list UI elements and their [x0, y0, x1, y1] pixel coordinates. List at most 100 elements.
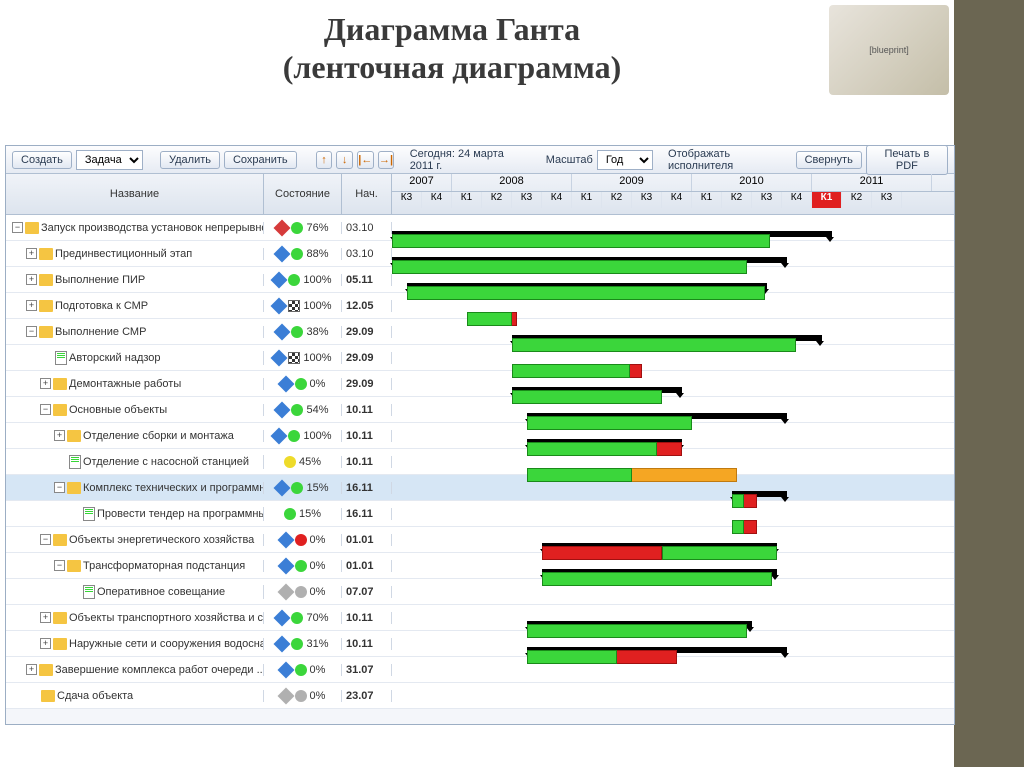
state-cell: 38% — [264, 326, 342, 338]
tree-toggle[interactable]: + — [26, 274, 37, 285]
state-dot-icon — [291, 222, 303, 234]
move-down-button[interactable]: ↓ — [336, 151, 353, 169]
task-row[interactable]: −Комплекс технических и программных..15%… — [6, 475, 954, 501]
task-name-cell: −Запуск производства установок непрерывн… — [6, 222, 264, 234]
tree-toggle[interactable]: − — [40, 404, 51, 415]
percent-label: 100% — [303, 352, 331, 364]
quarter-header: К1 — [452, 192, 482, 208]
gantt-bar[interactable] — [527, 442, 657, 456]
gantt-bar[interactable] — [542, 572, 772, 586]
tree-toggle[interactable]: + — [54, 430, 65, 441]
save-button[interactable]: Сохранить — [224, 151, 297, 169]
state-cell: 0% — [264, 378, 342, 390]
state-cell: 0% — [264, 586, 342, 598]
task-name-label: Сдача объекта — [57, 690, 133, 702]
tree-toggle[interactable]: − — [40, 534, 51, 545]
gantt-bar[interactable] — [512, 364, 630, 378]
outdent-button[interactable]: |← — [357, 151, 374, 169]
show-performer-label: Отображать исполнителя — [668, 148, 788, 172]
start-date-cell: 16.11 — [342, 508, 392, 520]
document-icon — [83, 585, 95, 599]
task-row[interactable]: −Трансформаторная подстанция0%01.01 — [6, 553, 954, 579]
task-row[interactable]: −Объекты энергетического хозяйства0%01.0… — [6, 527, 954, 553]
folder-icon — [53, 638, 67, 650]
state-diamond-icon — [277, 583, 294, 600]
task-name-label: Авторский надзор — [69, 352, 161, 364]
start-date-cell: 16.11 — [342, 482, 392, 494]
decorative-image: [blueprint] — [829, 5, 949, 95]
delete-button[interactable]: Удалить — [160, 151, 220, 169]
state-dot-icon — [295, 664, 307, 676]
quarter-header: К2 — [482, 192, 512, 208]
task-row[interactable]: −Запуск производства установок непрерывн… — [6, 215, 954, 241]
tree-toggle[interactable]: + — [26, 664, 37, 675]
task-row[interactable]: +Отделение сборки и монтажа100%10.11 — [6, 423, 954, 449]
task-row[interactable]: Авторский надзор100%29.09 — [6, 345, 954, 371]
tree-toggle[interactable]: + — [40, 378, 51, 389]
folder-icon — [67, 482, 81, 494]
collapse-button[interactable]: Свернуть — [796, 151, 862, 169]
gantt-bar[interactable] — [512, 390, 662, 404]
gantt-bar[interactable] — [527, 468, 632, 482]
gantt-bar[interactable] — [407, 286, 765, 300]
gantt-bar[interactable] — [662, 546, 777, 560]
quarter-header: К4 — [782, 192, 812, 208]
state-diamond-icon — [277, 375, 294, 392]
task-name-label: Объекты энергетического хозяйства — [69, 534, 254, 546]
tree-toggle[interactable]: − — [12, 222, 23, 233]
gantt-bar[interactable] — [512, 338, 796, 352]
gantt-bar[interactable] — [732, 520, 744, 534]
task-row[interactable]: +Завершение комплекса работ очереди ..0%… — [6, 657, 954, 683]
folder-icon — [53, 378, 67, 390]
tree-toggle[interactable]: − — [26, 326, 37, 337]
slide-title: Диаграмма Ганта (ленточная диаграмма) — [0, 10, 904, 87]
start-date-cell: 10.11 — [342, 404, 392, 416]
task-row[interactable]: Оперативное совещание0%07.07 — [6, 579, 954, 605]
tree-toggle[interactable]: − — [54, 482, 65, 493]
task-row[interactable]: +Наружные сети и сооружения водоснаб..31… — [6, 631, 954, 657]
tree-toggle[interactable]: + — [26, 248, 37, 259]
state-cell: 100% — [264, 300, 342, 312]
task-name-label: Прединвестиционный этап — [55, 248, 192, 260]
tree-toggle[interactable]: + — [40, 612, 51, 623]
tree-toggle[interactable]: − — [54, 560, 65, 571]
state-cell: 54% — [264, 404, 342, 416]
gantt-bar[interactable] — [527, 416, 692, 430]
task-row[interactable]: +Демонтажные работы0%29.09 — [6, 371, 954, 397]
gantt-bar[interactable] — [527, 650, 617, 664]
task-name-cell: +Подготовка к СМР — [6, 300, 264, 312]
print-pdf-button[interactable]: Печать в PDF — [866, 145, 948, 175]
task-name-cell: −Комплекс технических и программных.. — [6, 482, 264, 494]
folder-icon — [39, 300, 53, 312]
gantt-bar[interactable] — [527, 624, 747, 638]
tree-toggle[interactable]: + — [26, 300, 37, 311]
state-diamond-icon — [274, 323, 291, 340]
header-name: Название — [6, 174, 264, 214]
create-button[interactable]: Создать — [12, 151, 72, 169]
scale-select[interactable]: Год — [597, 150, 653, 170]
state-dot-icon — [291, 248, 303, 260]
task-row[interactable]: Сдача объекта0%23.07 — [6, 683, 954, 709]
gantt-bar[interactable] — [542, 546, 662, 560]
task-name-cell: −Основные объекты — [6, 404, 264, 416]
task-row[interactable]: −Основные объекты54%10.11 — [6, 397, 954, 423]
move-up-button[interactable]: ↑ — [316, 151, 333, 169]
task-row[interactable]: +Объекты транспортного хозяйства и св..7… — [6, 605, 954, 631]
task-row[interactable]: Провести тендер на программные ср..15%16… — [6, 501, 954, 527]
start-date-cell: 10.11 — [342, 456, 392, 468]
tree-toggle[interactable]: + — [40, 638, 51, 649]
state-dot-icon — [288, 274, 300, 286]
task-name-cell: +Демонтажные работы — [6, 378, 264, 390]
gantt-bar[interactable] — [467, 312, 512, 326]
folder-icon — [39, 274, 53, 286]
year-header: 2010 — [692, 174, 812, 191]
task-type-select[interactable]: Задача — [76, 150, 143, 170]
task-name-label: Трансформаторная подстанция — [83, 560, 245, 572]
indent-button[interactable]: →| — [378, 151, 395, 169]
gantt-bar[interactable] — [392, 260, 747, 274]
task-row[interactable]: Отделение с насосной станцией45%10.11 — [6, 449, 954, 475]
gantt-bar[interactable] — [732, 494, 744, 508]
gantt-bar[interactable] — [392, 234, 770, 248]
task-name-label: Отделение с насосной станцией — [83, 456, 249, 468]
state-diamond-icon — [271, 271, 288, 288]
